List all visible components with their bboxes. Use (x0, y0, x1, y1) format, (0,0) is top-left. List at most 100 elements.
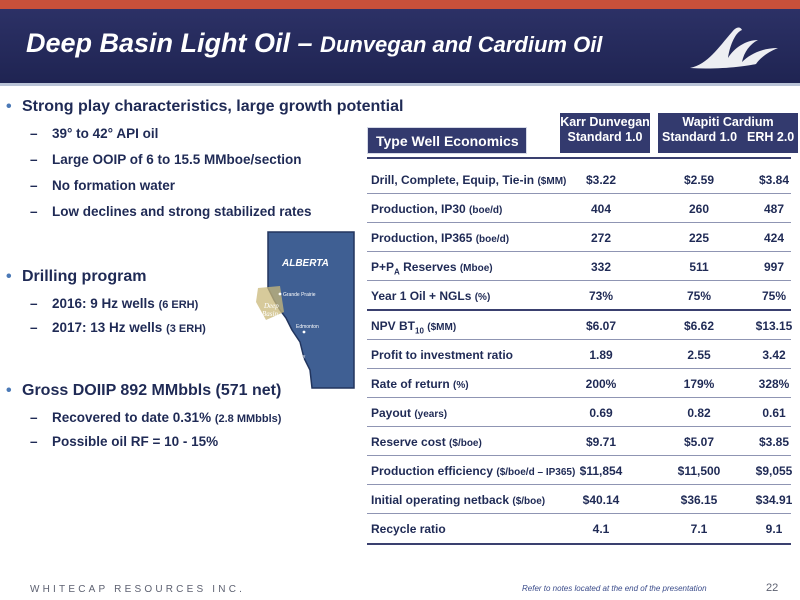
header-divider (0, 83, 800, 86)
title-sub: Dunvegan and Cardium Oil (320, 32, 603, 57)
cell-karr: 0.69 (589, 406, 613, 420)
cell-wapiti-erh: 9.1 (765, 522, 783, 536)
row-label: Reserve cost ($/boe) (371, 435, 482, 449)
table-row: Year 1 Oil + NGLs (%) 73% 75% 75% (367, 281, 791, 310)
wapiti-subheaders: Standard 1.0 ERH 2.0 (658, 130, 798, 145)
cell-wapiti-erh: 328% (758, 377, 790, 391)
row-divider (367, 222, 791, 223)
column-header-wapiti-cardium: Wapiti Cardium Standard 1.0 ERH 2.0 (658, 113, 798, 153)
row-label: Profit to investment ratio (371, 348, 514, 362)
map-region-label: ALBERTA (281, 258, 329, 269)
bullet-gross-doiip: • Gross DOIIP 892 MMbbls (571 net) (6, 382, 282, 399)
table-row: Initial operating netback ($/boe) $40.14… (367, 485, 792, 514)
row-label: Recycle ratio (371, 522, 446, 536)
cell-karr: $40.14 (582, 493, 620, 507)
cell-karr: 4.1 (592, 522, 610, 536)
row-label: Rate of return (%) (371, 377, 469, 391)
section-divider (367, 309, 791, 311)
map-area-label-line2: Basin (262, 310, 278, 318)
cell-wapiti-erh: 3.42 (762, 348, 786, 362)
slide-title: Deep Basin Light Oil – Dunvegan and Card… (26, 28, 602, 59)
table-row: Profit to investment ratio 1.89 2.55 3.4… (367, 340, 791, 369)
cell-karr: $3.22 (585, 173, 617, 187)
cell-wapiti-erh: 487 (763, 202, 785, 216)
sub-bullet-declines: – Low declines and strong stabilized rate… (30, 204, 312, 219)
row-divider (367, 280, 791, 281)
alberta-map: ALBERTA Grande Prairie Deep Basin Edmont… (256, 231, 355, 389)
page-number: 22 (766, 582, 779, 594)
cell-karr: 404 (590, 202, 612, 216)
whitecap-logo-icon (690, 27, 778, 69)
cell-wapiti-erh: $13.15 (755, 319, 793, 333)
cell-wapiti-erh: $3.85 (758, 435, 790, 449)
cell-wapiti-standard: $6.62 (683, 319, 715, 333)
footer-note: Refer to notes located at the end of the… (522, 584, 707, 593)
cell-wapiti-standard: 260 (688, 202, 710, 216)
row-divider (367, 455, 791, 456)
cell-wapiti-standard: 2.55 (687, 348, 711, 362)
table-bottom-rule (367, 543, 791, 545)
row-label: Production efficiency ($/boe/d – IP365) (371, 464, 576, 478)
cell-karr: $11,854 (579, 464, 623, 478)
cell-karr: $9.71 (585, 435, 617, 449)
row-label: Payout (years) (371, 406, 448, 420)
row-label: P+PA Reserves (Mboe) (371, 260, 493, 277)
cell-wapiti-erh: 997 (763, 260, 785, 274)
cell-karr: $6.07 (585, 319, 617, 333)
grande-prairie-dot (278, 292, 282, 296)
cell-wapiti-standard: 225 (688, 231, 710, 245)
top-accent-stripe (0, 0, 800, 9)
row-divider (367, 251, 791, 252)
table-row: Production efficiency ($/boe/d – IP365) … (367, 456, 792, 485)
cell-karr: 200% (585, 377, 617, 391)
cell-wapiti-erh: 0.61 (762, 406, 786, 420)
footer-company-name: WHITECAP RESOURCES INC. (30, 584, 246, 595)
row-divider (367, 484, 791, 485)
column-header-karr-dunvegan: Karr Dunvegan Standard 1.0 (560, 113, 650, 153)
row-label: Production, IP365 (boe/d) (371, 231, 510, 245)
deep-basin-area (256, 286, 284, 320)
cell-wapiti-standard: $2.59 (683, 173, 715, 187)
map-city-grande-prairie: Grande Prairie (283, 292, 316, 298)
cell-wapiti-standard: $36.15 (680, 493, 718, 507)
row-divider (367, 368, 791, 369)
cell-wapiti-standard: $5.07 (683, 435, 715, 449)
table-row: Recycle ratio 4.1 7.1 9.1 (367, 514, 791, 543)
cell-karr: 73% (588, 289, 614, 303)
table-row: Production, IP365 (boe/d) 272 225 424 (367, 223, 791, 252)
row-divider (367, 426, 791, 427)
map-area-label-line1: Deep (263, 302, 279, 310)
bullet-play-characteristics: • Strong play characteristics, large grow… (6, 98, 404, 115)
cell-wapiti-standard: 0.82 (687, 406, 711, 420)
sub-bullet-api: –39° to 42° API oil (30, 126, 159, 141)
row-label: Year 1 Oil + NGLs (%) (371, 289, 491, 303)
table-row: Payout (years) 0.69 0.82 0.61 (367, 398, 791, 427)
table-row: Production, IP30 (boe/d) 404 260 487 (367, 194, 791, 223)
sub-bullet-water: – No formation water (30, 178, 176, 193)
table-row: Rate of return (%) 200% 179% 328% (367, 369, 791, 398)
wapiti-standard-header: Standard 1.0 (662, 130, 738, 144)
row-divider (367, 513, 791, 514)
sub-bullet-ooip: – Large OOIP of 6 to 15.5 MMboe/section (30, 152, 302, 167)
cell-karr: 272 (590, 231, 612, 245)
cell-wapiti-erh: $9,055 (755, 464, 793, 478)
map-city-calgary: Calgary (288, 354, 306, 360)
karr-header-line1: Karr Dunvegan (560, 115, 650, 129)
table-title: Type Well Economics (367, 127, 527, 154)
cell-karr: 332 (590, 260, 612, 274)
table-row: NPV BT10 ($MM) $6.07 $6.62 $13.15 (367, 311, 792, 340)
cell-wapiti-standard: 75% (686, 289, 712, 303)
cell-wapiti-erh: $34.91 (755, 493, 793, 507)
wapiti-header-line1: Wapiti Cardium (682, 115, 774, 129)
table-row: Drill, Complete, Equip, Tie-in ($MM) $3.… (367, 165, 791, 194)
cell-karr: 1.89 (589, 348, 613, 362)
wapiti-erh-header: ERH 2.0 (747, 130, 795, 144)
sub-bullet-oil-rf: – Possible oil RF = 10 - 15% (30, 434, 219, 449)
map-city-edmonton: Edmonton (296, 324, 319, 330)
slide-header (0, 9, 800, 83)
row-label: Production, IP30 (boe/d) (371, 202, 503, 216)
cell-wapiti-standard: $11,500 (677, 464, 721, 478)
sub-bullet-2016: –2016: 9 Hz wells (6 ERH) (30, 296, 199, 311)
row-divider (367, 339, 791, 340)
row-label: Drill, Complete, Equip, Tie-in ($MM) (371, 173, 567, 187)
